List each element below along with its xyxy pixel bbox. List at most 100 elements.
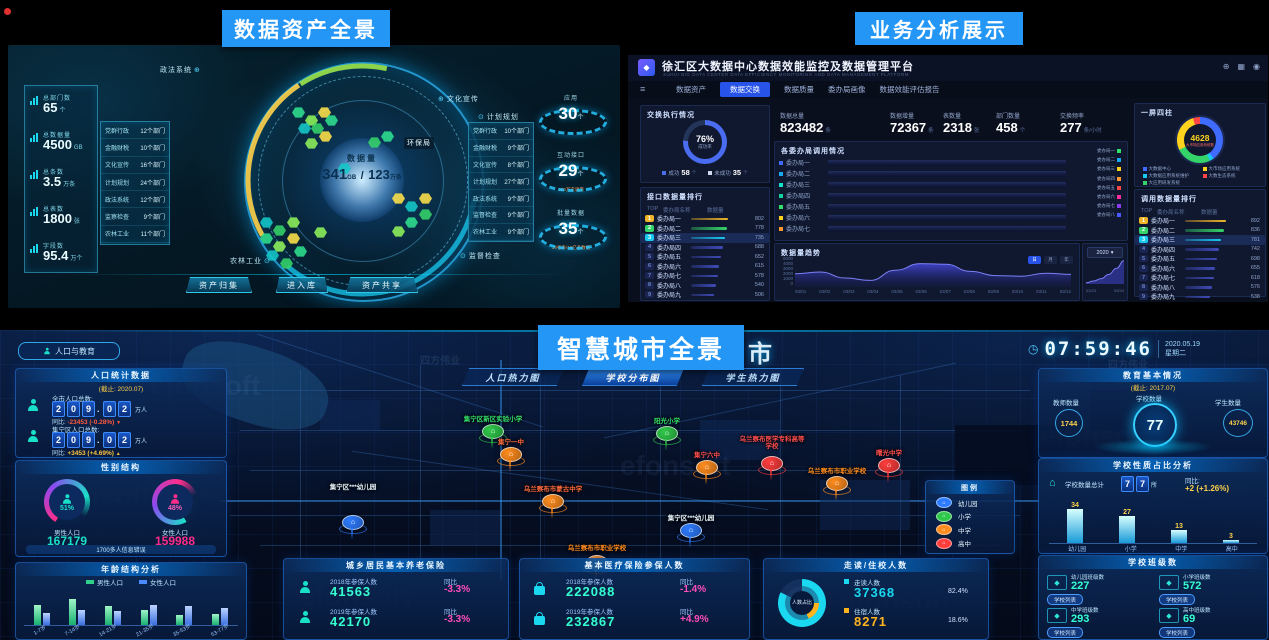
card-title: 教育基本情况 [1039, 369, 1267, 382]
dept-count: 10个部门 [504, 129, 529, 136]
school-marker[interactable]: ⌂ 集宁区新区实验小学 [464, 416, 522, 449]
legend-name: 委办局六 [1097, 194, 1115, 199]
map-tab-2[interactable]: 学校分布图 [582, 368, 684, 386]
user-icon[interactable]: ◉ [1253, 62, 1260, 71]
card-title: 学校性质占比分析 [1039, 459, 1267, 472]
school-marker[interactable]: ⌂ 集宁区***幼儿园 [668, 515, 714, 548]
dept-row: 文化宣传 16个部门 [101, 157, 169, 174]
school-marker[interactable]: ⌂乌兰察布市职业学校 [808, 468, 866, 501]
marker-oval: ⌂ [542, 494, 564, 509]
legend-marker-icon: ⌂ [936, 537, 952, 549]
row-value: 42170 [330, 614, 372, 629]
hexagon [305, 115, 318, 126]
school-list-button[interactable]: 学校列表 [1047, 627, 1084, 638]
female-percent: 48% [167, 504, 182, 512]
school-icon: ⌂ [1049, 477, 1056, 489]
asset-tab-3[interactable]: 资产共享 [346, 277, 418, 293]
bar-value: 34 [1071, 502, 1079, 509]
nav-tab-3[interactable]: 数据质量 [784, 85, 814, 94]
card-title: 走读/住校人数 [764, 559, 988, 572]
year-dropdown[interactable]: 2020 ▾ [1087, 247, 1123, 258]
rank-badge: 3 [645, 234, 654, 242]
road-line [230, 515, 1020, 516]
school-marker[interactable]: ⌂ 集宁六中 [693, 452, 721, 485]
insurance-row: 2018年参保人数 222088 同比 -1.4% [530, 576, 734, 603]
nature-bar-group: 13 [1171, 497, 1187, 543]
dept-count: 11个部门 [140, 232, 165, 239]
usage-row: 委办局七 [779, 224, 1123, 233]
row-label: 住宿人数 [854, 609, 880, 616]
population-education-tag[interactable]: 人口与教育 [18, 342, 120, 360]
hexagon [314, 227, 327, 238]
nav-tab-4[interactable]: 委办局画像 [828, 85, 866, 94]
grid-icon[interactable]: ▦ [1237, 62, 1246, 71]
row-value: 8271 [854, 614, 887, 629]
dept-name: 农林工业 [473, 230, 498, 237]
road-line [540, 370, 541, 560]
legend-item: ⌂ 高中 [936, 537, 971, 549]
nav-tab-5[interactable]: 数据效能评估报告 [879, 85, 940, 94]
dept-count: 9个部门 [143, 215, 165, 222]
row-value: 41563 [330, 584, 372, 599]
nav-tab-2[interactable]: 数据交换 [720, 82, 770, 97]
row-percent: 82.4% [948, 588, 968, 595]
menu-icon[interactable]: ≡ [640, 84, 646, 94]
legend-label: 高中 [958, 541, 971, 548]
search-icon[interactable]: ⊕ [1222, 62, 1230, 71]
center-value: 341 [322, 166, 348, 183]
nature-bar-group: 27 [1119, 497, 1135, 543]
stat-unit: 张 [973, 128, 980, 134]
school-marker[interactable]: ⌂ 阳光小学 [653, 418, 681, 451]
digit-box: 0 [103, 432, 116, 448]
ring-center-label: 人数占比 [791, 600, 812, 606]
school-marker[interactable]: ⌂ 曙光中学 [875, 450, 903, 483]
legend-swatch [1203, 174, 1207, 178]
recording-dot [4, 8, 11, 15]
usage-name: 委办局七 [786, 227, 811, 233]
asset-tab-1[interactable]: 资产归集 [186, 277, 252, 293]
clock-time: 07:59:46 [1044, 338, 1152, 360]
digit-dot: . [97, 435, 100, 445]
side-legend-item: 委办局七 [1069, 203, 1121, 209]
school-list-button[interactable]: 学校列表 [1159, 627, 1196, 638]
rank-row: 7 委办局七 618 [1135, 273, 1265, 283]
male-bar [176, 614, 184, 625]
nature-bar [1223, 540, 1239, 543]
map-tab-3[interactable]: 学生热力图 [702, 368, 804, 386]
side-legend-item: 委办局二 [1069, 157, 1121, 163]
yoy-label: 同比 [444, 609, 457, 616]
school-list-button[interactable]: 学校列表 [1159, 594, 1196, 605]
nature-x-tick: 幼儿园 [1068, 547, 1087, 553]
dept-row: 农林工业 11个部门 [101, 226, 169, 244]
school-marker[interactable]: ⌂ 乌兰察布医学专科高等学校 [740, 436, 805, 481]
exchange-status-card: 交换执行情况 76% 成功率 成功 58 个 未成功 35 个 [640, 105, 770, 183]
school-marker[interactable]: ⌂ 乌兰察布市蒙古中学 [524, 486, 582, 519]
school-nature-bars: 34 27 13 3 [1049, 497, 1257, 544]
trend-toggle-月[interactable]: 月 [1044, 256, 1057, 264]
yoy-row: 同比: +3453 (+4.69%) ▲ [52, 448, 121, 457]
rank-name: 委办局二 [1151, 228, 1176, 235]
digit-unit: 万人 [135, 407, 148, 414]
node-icon: ⊙ [478, 114, 485, 121]
stat-value: 72367 条 [890, 120, 934, 135]
card-title: 接口数据量排行 [647, 194, 703, 201]
rank-badge: 2 [1139, 226, 1148, 234]
rank-badge: 6 [1139, 264, 1148, 272]
female-bar [114, 610, 122, 625]
trend-x-axis: 03/01 03/02 03/03 03/04 03/05 03/06 03/07 03/08… [795, 289, 1071, 294]
school-marker[interactable]: ⌂ 集宁一中 [497, 439, 525, 472]
school-marker[interactable]: ⌂ 集宁区***幼儿园 [330, 484, 376, 540]
map-tab-1[interactable]: 人口热力图 [462, 368, 564, 386]
trend-toggle-年[interactable]: 年 [1060, 256, 1073, 264]
asset-tab-2[interactable]: 进入库 [276, 277, 328, 293]
dept-name: 党群行政 [105, 128, 130, 135]
insurance-row: 2018年参保人数 41563 同比 -3.3% [294, 576, 498, 603]
legend-name: 委办局二 [1097, 157, 1115, 163]
age-bar-group [140, 591, 157, 625]
trend-toggle-日[interactable]: 日 [1028, 256, 1041, 264]
school-list-button[interactable]: 学校列表 [1047, 594, 1084, 605]
nav-tab-1[interactable]: 数据资产 [676, 85, 706, 94]
node-icon: ⊙ [264, 258, 271, 265]
female-gauge: 48% [152, 479, 198, 525]
teachers-value: 1744 [1060, 418, 1078, 428]
